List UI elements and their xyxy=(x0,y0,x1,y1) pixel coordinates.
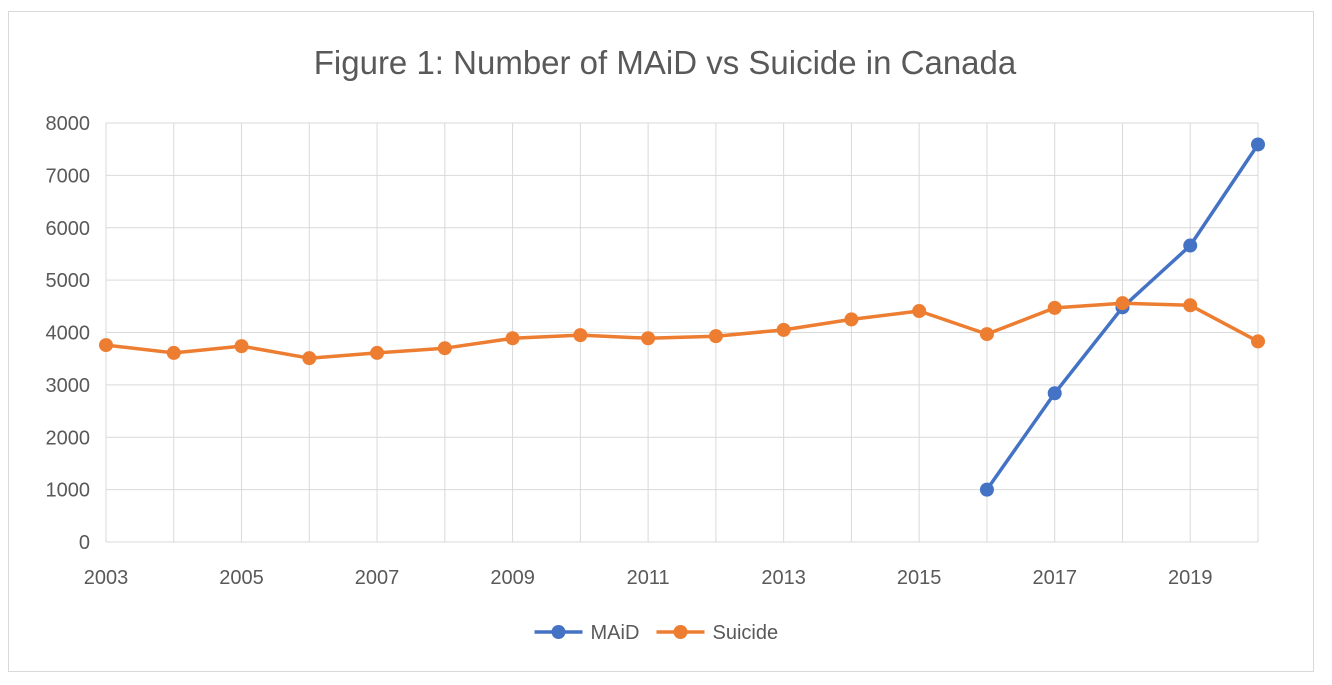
x-tick-label: 2005 xyxy=(219,567,264,589)
data-point xyxy=(1183,298,1198,313)
gridlines xyxy=(105,122,1259,543)
data-point xyxy=(776,322,791,337)
chart-area: Figure 1: Number of MAiD vs Suicide in C… xyxy=(8,11,1314,672)
y-tick-label: 0 xyxy=(79,532,90,554)
data-point xyxy=(641,331,656,346)
data-point xyxy=(1115,296,1130,311)
legend-label: Suicide xyxy=(713,622,779,644)
data-point xyxy=(708,329,723,344)
series-line xyxy=(105,301,1259,360)
x-tick-label: 2011 xyxy=(627,567,670,589)
x-tick-label: 2013 xyxy=(761,567,806,589)
series-layer xyxy=(99,137,1265,497)
legend-marker xyxy=(673,625,688,639)
data-point xyxy=(1047,300,1062,315)
y-axis-ticks: 0 1000 2000 3000 4000 5000 6000 7000 8000 xyxy=(46,113,91,554)
x-tick-label: 2003 xyxy=(84,567,129,589)
chart-svg: Figure 1: Number of MAiD vs Suicide in C… xyxy=(46,44,1265,644)
x-tick-label: 2009 xyxy=(490,567,535,589)
legend-item-maid: MAiD xyxy=(534,622,640,644)
legend: MAiD Suicide xyxy=(534,622,779,644)
data-point xyxy=(505,331,520,346)
data-point xyxy=(573,328,588,343)
data-point xyxy=(166,345,181,360)
data-point xyxy=(1251,334,1265,349)
legend-label: MAiD xyxy=(591,622,640,644)
x-tick-label: 2007 xyxy=(355,567,400,589)
y-tick-label: 7000 xyxy=(46,165,91,187)
y-tick-label: 8000 xyxy=(46,113,91,135)
data-point xyxy=(234,339,249,354)
data-point xyxy=(979,482,994,497)
series-suicide xyxy=(99,296,1265,366)
data-point xyxy=(1251,137,1265,152)
y-tick-label: 6000 xyxy=(46,218,91,240)
x-tick-label: 2017 xyxy=(1032,567,1077,589)
data-point xyxy=(844,312,859,327)
data-point xyxy=(437,341,452,356)
data-point xyxy=(979,327,994,342)
data-point xyxy=(1047,386,1062,401)
data-point xyxy=(302,351,317,366)
chart-title: Figure 1: Number of MAiD vs Suicide in C… xyxy=(314,44,1017,81)
y-tick-label: 4000 xyxy=(46,323,91,345)
x-tick-label: 2019 xyxy=(1168,567,1213,589)
legend-marker xyxy=(551,625,566,639)
data-point xyxy=(912,304,927,319)
data-point xyxy=(99,338,113,353)
y-tick-label: 1000 xyxy=(46,480,91,502)
data-point xyxy=(1183,238,1198,253)
y-tick-label: 3000 xyxy=(46,375,91,397)
legend-item-suicide: Suicide xyxy=(656,622,779,644)
y-tick-label: 5000 xyxy=(46,270,91,292)
data-point xyxy=(370,345,385,360)
y-tick-label: 2000 xyxy=(46,427,91,449)
x-tick-label: 2015 xyxy=(897,567,942,589)
x-axis-ticks: 2003 2005 2007 2009 2011 2013 2015 2017 2019 xyxy=(84,567,1213,589)
